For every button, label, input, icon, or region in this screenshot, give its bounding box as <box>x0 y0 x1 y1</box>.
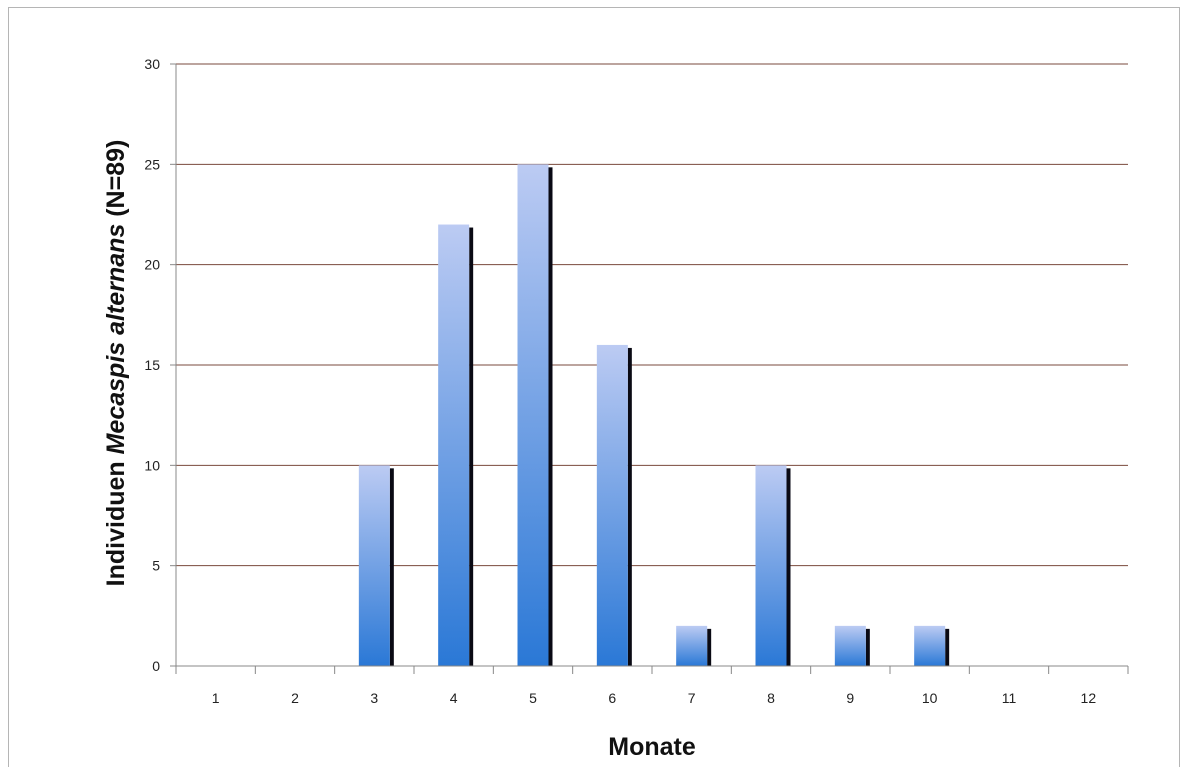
y-tick-label: 15 <box>144 357 160 373</box>
x-tick-label: 2 <box>291 690 299 706</box>
bar-shadow <box>865 628 870 666</box>
y-tick-label: 30 <box>144 56 160 72</box>
bar-month-8 <box>755 465 787 666</box>
y-axis-title-prefix: Individuen <box>102 454 130 586</box>
y-tick-label: 20 <box>144 257 160 273</box>
bar-shadow <box>627 347 632 666</box>
bar-month-9 <box>834 625 866 666</box>
bar-shadow <box>707 628 712 666</box>
bar-shadow <box>389 468 394 666</box>
y-tick-label: 0 <box>152 658 160 674</box>
y-axis-title-suffix: (N=89) <box>102 140 130 224</box>
bar-shadow <box>548 167 553 667</box>
y-tick-label: 5 <box>152 558 160 574</box>
x-tick-label: 4 <box>450 690 458 706</box>
x-tick-label: 3 <box>370 690 378 706</box>
bar-month-10 <box>914 625 946 666</box>
y-axis-title-species: Mecaspis alternans <box>102 224 130 455</box>
x-tick-label: 7 <box>688 690 696 706</box>
x-tick-label: 8 <box>767 690 775 706</box>
x-tick-label: 9 <box>846 690 854 706</box>
bar-shadow <box>945 628 950 666</box>
x-axis-title: Monate <box>608 733 696 761</box>
x-tick-label: 5 <box>529 690 537 706</box>
bar-shadow <box>469 227 474 667</box>
bar-shadow <box>786 468 791 666</box>
bar-month-5 <box>517 164 549 667</box>
y-tick-label: 25 <box>144 156 160 172</box>
x-tick-label: 12 <box>1081 690 1097 706</box>
bar-month-7 <box>676 625 708 666</box>
chart-frame <box>8 7 1180 767</box>
x-tick-label: 1 <box>212 690 220 706</box>
x-tick-label: 6 <box>608 690 616 706</box>
x-tick-label: 10 <box>922 690 938 706</box>
bar-month-3 <box>358 465 390 666</box>
x-tick-label: 11 <box>1002 690 1017 706</box>
y-axis-title: Individuen Mecaspis alternans (N=89) <box>102 140 130 587</box>
bar-month-6 <box>596 344 628 666</box>
y-tick-label: 10 <box>144 457 160 473</box>
bar-month-4 <box>438 224 470 667</box>
